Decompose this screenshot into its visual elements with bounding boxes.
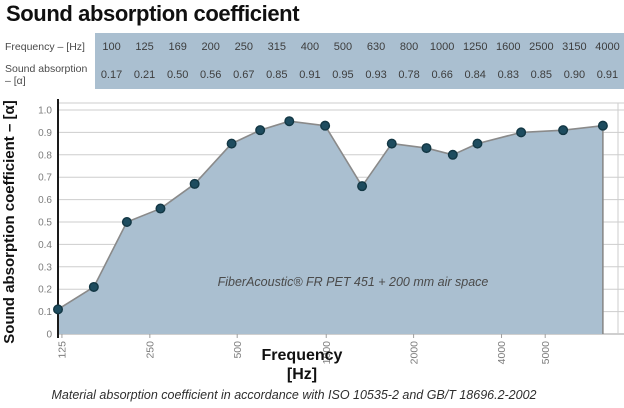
data-point-marker	[255, 125, 266, 136]
series-line	[57, 120, 604, 334]
frequency-cell: 400	[300, 41, 320, 53]
y-tick-label: 0.8	[38, 150, 52, 161]
absorption-cell: 0.67	[233, 69, 255, 81]
absorption-cell: 0.83	[497, 69, 519, 81]
data-point-marker	[386, 138, 397, 149]
absorption-cell: 0.84	[464, 69, 486, 81]
x-tick-label: 500	[232, 341, 244, 359]
frequency-cell: 3150	[562, 41, 587, 53]
frequency-cell: 2500	[529, 41, 554, 53]
x-tick-label: 4000	[496, 341, 508, 365]
absorption-cell: 0.95	[332, 69, 354, 81]
frequency-cell: 1250	[462, 41, 488, 53]
data-point-marker	[472, 138, 483, 149]
frequency-cell: 630	[366, 41, 386, 53]
table-frequency-values: 100 125 169 200 250 315 400 500 630 800 1000 1250 16…	[95, 33, 624, 61]
frequency-cell: 250	[234, 41, 253, 53]
absorption-cell: 0.66	[431, 69, 453, 81]
absorption-cell: 0.91	[596, 69, 619, 81]
area-fill	[58, 121, 603, 334]
absorption-cell: 0.85	[266, 69, 288, 81]
y-tick-label: 0.3	[38, 262, 52, 273]
frequency-cell: 169	[168, 41, 187, 53]
absorption-area-chart: 1.0 0.9 0.8 0.7 0.6 0.5 0.4 0.3 0.2 0.1 0 125 250 500…	[1, 99, 624, 383]
x-tick-label: 2000	[408, 341, 420, 365]
data-point-marker	[53, 304, 64, 315]
absorption-cell: 0.93	[365, 69, 387, 81]
data-point-marker	[421, 143, 432, 154]
x-tick-label: 5000	[540, 341, 552, 365]
data-point-marker	[516, 127, 527, 138]
footer-note: Material absorption coefficient in accor…	[51, 388, 537, 402]
table-absorption-values: 0.17 0.21 0.50 0.56 0.67 0.85 0.91 0.95 0.93 0.78…	[95, 61, 624, 89]
frequency-cell: 800	[399, 41, 419, 53]
y-axis-title: Sound absorption coefficient – [α]	[1, 100, 18, 343]
data-point-marker	[155, 203, 166, 214]
absorption-cell: 0.90	[563, 69, 586, 81]
absorption-cell: 0.56	[200, 69, 222, 81]
y-tick-label: 0.4	[38, 240, 52, 251]
page-title: Sound absorption coefficient	[6, 1, 300, 26]
frequency-cell: 1600	[496, 41, 521, 53]
y-tick-label: 0.6	[38, 195, 52, 206]
data-point-marker	[558, 125, 569, 136]
x-tick-label: 250	[145, 341, 157, 359]
data-point-marker	[189, 178, 200, 189]
frequency-cell: 1000	[429, 41, 455, 53]
table-row-absorption: Sound absorption – [α] 0.17 0.21 0.50 0.56 0…	[0, 61, 624, 89]
absorption-cell: 0.85	[530, 69, 553, 81]
frequency-cell: 125	[135, 41, 154, 53]
y-tick-label: 0.7	[38, 173, 52, 184]
y-tick-label: 1.0	[38, 106, 52, 117]
absorption-cell: 0.21	[133, 69, 156, 81]
data-point-marker	[597, 120, 608, 131]
data-point-marker	[357, 181, 368, 192]
absorption-cell: 0.78	[398, 69, 420, 81]
y-tick-label: 0.9	[38, 128, 52, 139]
series-annotation: FiberAcoustic® FR PET 451 + 200 mm air s…	[218, 275, 489, 289]
frequency-row-label: Frequency – [Hz]	[0, 41, 95, 53]
data-point-marker	[447, 149, 458, 160]
y-tick-label: 0.5	[38, 218, 52, 229]
y-tick-label: 0.1	[38, 307, 52, 318]
absorption-cell: 0.50	[166, 69, 189, 81]
absorption-data-table: Frequency – [Hz] 100 125 169 200 250 315 400 50…	[0, 33, 624, 89]
x-tick-label: 125	[57, 341, 69, 359]
frequency-cell: 315	[267, 41, 287, 53]
data-point-marker	[226, 138, 237, 149]
frequency-cell: 4000	[595, 41, 620, 53]
data-point-marker	[320, 120, 331, 131]
x-tick-label: 1000	[321, 341, 333, 365]
x-axis-title-line1: Frequency	[262, 347, 343, 364]
frequency-cell: 200	[201, 41, 220, 53]
frequency-cell: 500	[333, 41, 353, 53]
x-axis-title-line2: [Hz]	[287, 366, 317, 383]
data-point-marker	[284, 116, 295, 127]
frequency-cell: 100	[102, 41, 121, 53]
absorption-row-label: Sound absorption – [α]	[0, 63, 95, 87]
data-point-marker	[121, 216, 132, 227]
absorption-cell: 0.17	[100, 69, 123, 81]
data-point-marker	[88, 281, 99, 292]
y-tick-label: 0	[46, 330, 52, 341]
table-row-frequency: Frequency – [Hz] 100 125 169 200 250 315 400 50…	[0, 33, 624, 61]
y-tick-label: 0.2	[38, 285, 52, 296]
absorption-cell: 0.91	[299, 69, 321, 81]
